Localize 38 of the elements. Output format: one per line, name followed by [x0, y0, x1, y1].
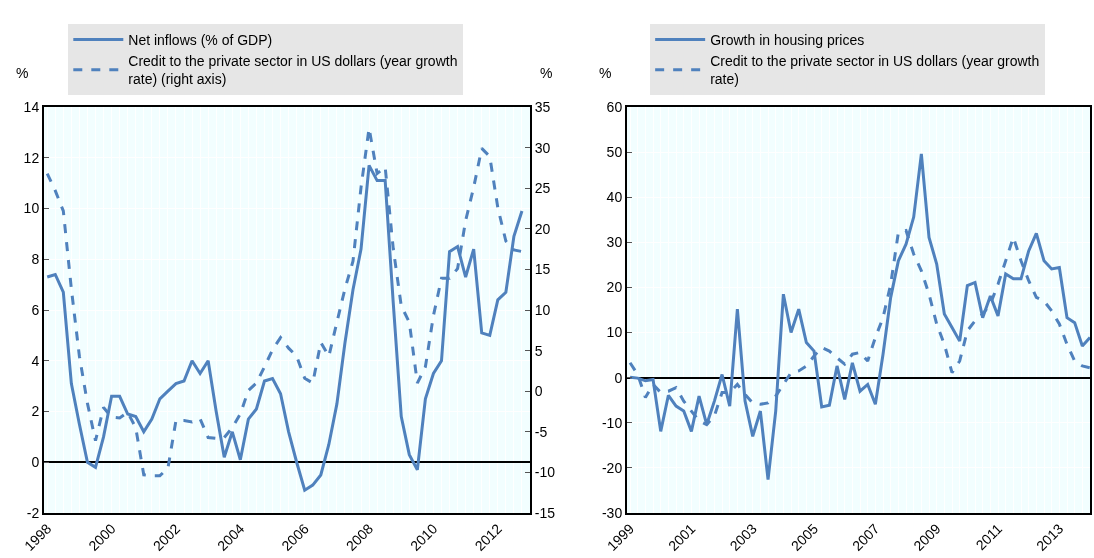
y-tick-label: 8 — [31, 251, 40, 268]
legend-label: Net inflows (% of GDP) — [128, 31, 273, 48]
y2-tick-label: 0 — [534, 383, 543, 400]
y2-tick-label: 35 — [534, 98, 551, 115]
y-tick-label: 2 — [31, 403, 40, 420]
y-axis-title: % — [16, 65, 29, 81]
y2-tick-label: 15 — [534, 261, 551, 278]
y2-tick-label: 20 — [534, 220, 551, 237]
y-tick-label: 30 — [606, 234, 623, 251]
y2-tick-label: -15 — [534, 504, 556, 521]
y-tick-label: 4 — [31, 352, 40, 369]
y-tick-label: 0 — [614, 369, 623, 386]
y-tick-label: 14 — [23, 98, 40, 115]
y-tick-label: -30 — [601, 504, 623, 521]
y2-tick-label: 25 — [534, 180, 551, 197]
legend-label: Credit to the private sector in US dollars (year growth rate) (right axis) — [128, 53, 458, 88]
y2-tick-label: -10 — [534, 464, 556, 481]
y2-axis-title: % — [540, 65, 553, 81]
line-series — [628, 152, 1090, 482]
y-tick-label: 20 — [606, 279, 623, 296]
y-tick-label: -2 — [26, 504, 40, 521]
y-tick-label: 0 — [31, 454, 40, 471]
y2-tick-label: 30 — [534, 139, 551, 156]
y-tick-label: 10 — [606, 324, 623, 341]
legend-label: Credit to the private sector in US dollars (year growth rate) — [710, 53, 1040, 88]
y-tick-label: 12 — [23, 149, 40, 166]
y2-tick-label: 10 — [534, 301, 551, 318]
y-tick-label: 40 — [606, 189, 623, 206]
y-tick-label: -20 — [601, 459, 623, 476]
y-tick-label: -10 — [601, 414, 623, 431]
y2-tick-label: 5 — [534, 342, 543, 359]
y-axis-title: % — [599, 65, 612, 81]
y-tick-label: 50 — [606, 144, 623, 161]
legend-label: Growth in housing prices — [710, 31, 865, 48]
y-tick-label: 60 — [606, 98, 623, 115]
y2-tick-label: -5 — [534, 423, 548, 440]
y-tick-label: 10 — [23, 200, 40, 217]
y-tick-label: 6 — [31, 301, 40, 318]
